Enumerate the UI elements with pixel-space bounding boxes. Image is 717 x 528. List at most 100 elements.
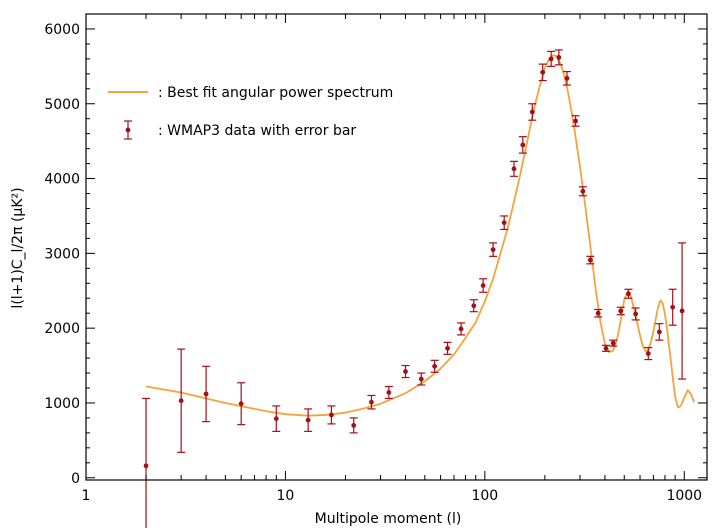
data-point [670, 304, 676, 310]
data-point [418, 376, 424, 382]
data-point [471, 303, 477, 309]
data-point-group [327, 405, 336, 425]
data-point-group [177, 348, 186, 453]
data-point [656, 329, 662, 335]
data-point-group [489, 242, 498, 257]
data-point [645, 351, 651, 356]
data-point-group [401, 364, 410, 379]
best-fit-curve [145, 54, 695, 417]
legend-label-best-fit: : Best fit angular power spectrum [158, 85, 393, 101]
data-point-group [538, 63, 547, 82]
data-point [679, 308, 685, 314]
data-point-group [668, 288, 677, 326]
data-point [386, 390, 392, 395]
data-point [529, 109, 535, 115]
data-point-group [469, 299, 478, 313]
y-tick-label: 1000 [44, 396, 80, 412]
x-tick-label: 100 [471, 488, 498, 504]
data-point-group [631, 307, 640, 321]
data-point [556, 54, 562, 60]
data-point-group [367, 394, 376, 410]
data-point-group [142, 397, 151, 528]
data-point [548, 56, 554, 62]
x-tick-label: 1 [82, 488, 91, 504]
y-tick-label: 2000 [44, 321, 80, 337]
data-point-group [443, 341, 452, 355]
x-axis-title: Multipole moment (l) [315, 511, 462, 527]
data-point-group [578, 186, 587, 197]
data-point-group [624, 288, 633, 299]
data-point [369, 399, 374, 405]
data-point [273, 416, 279, 422]
y-tick-label: 5000 [44, 97, 80, 113]
data-point [564, 75, 570, 81]
y-tick-label: 3000 [44, 246, 80, 262]
data-point-group [554, 49, 563, 66]
data-point-group [202, 365, 211, 423]
data-point-group [509, 160, 518, 177]
data-point [143, 463, 149, 469]
x-tick-label: 10 [277, 488, 295, 504]
data-point [328, 412, 334, 418]
legend: : Best fit angular power spectrum : WMAP… [108, 85, 393, 140]
data-point [458, 326, 464, 332]
data-point [587, 257, 593, 263]
data-point [511, 166, 517, 172]
data-point [540, 69, 546, 75]
data-point [595, 310, 601, 316]
data-point-group [237, 382, 246, 426]
data-point-group [500, 215, 509, 231]
data-point-group [655, 323, 664, 341]
data-point [618, 308, 624, 314]
data-point-group [644, 347, 653, 361]
plot-frame [85, 13, 708, 481]
data-point [238, 401, 244, 407]
data-point [403, 369, 408, 374]
data-point [445, 345, 450, 351]
data-point-group [586, 255, 595, 265]
data-point [351, 422, 357, 428]
data-point [603, 345, 609, 351]
y-axis-title: l(l+1)C_l/2π (μK²) [10, 187, 26, 308]
y-tick-label: 6000 [44, 22, 80, 38]
data-point [480, 283, 486, 288]
data-point-group [457, 322, 466, 336]
data-point [305, 417, 311, 423]
data-layer [142, 49, 695, 528]
data-point-group [571, 115, 580, 127]
x-tick-label: 1000 [666, 488, 702, 504]
data-point-group [601, 344, 610, 352]
data-point-group [562, 70, 571, 86]
data-point [633, 311, 638, 317]
data-point-group [430, 359, 439, 373]
data-point-group [616, 306, 625, 316]
legend-data-point [125, 127, 131, 133]
data-point-group [304, 408, 313, 432]
y-tick-label: 4000 [44, 172, 80, 188]
data-point-group [384, 385, 393, 400]
y-tick-label: 0 [71, 471, 80, 487]
data-point [203, 391, 209, 397]
data-point [520, 142, 526, 148]
data-point [501, 220, 507, 226]
data-point [626, 291, 631, 297]
legend-label-wmap3: : WMAP3 data with error bar [158, 123, 356, 139]
axes: 0 1000 2000 3000 4000 5000 6000 1 10 100 1000 [44, 13, 708, 504]
data-point-group [479, 278, 488, 293]
data-point-group [528, 103, 537, 121]
data-point-group [272, 405, 281, 432]
data-point-group [547, 50, 556, 67]
data-point [490, 247, 496, 253]
data-point [573, 118, 578, 124]
data-point-group [594, 308, 603, 318]
data-point-group [678, 242, 687, 380]
data-point [432, 363, 438, 369]
data-point [580, 188, 586, 194]
data-point-group [349, 417, 358, 434]
data-point [610, 340, 616, 346]
legend-errorbar-swatch [124, 120, 132, 140]
data-point [178, 398, 184, 404]
data-point-group [518, 136, 527, 154]
data-point-group [609, 339, 618, 347]
